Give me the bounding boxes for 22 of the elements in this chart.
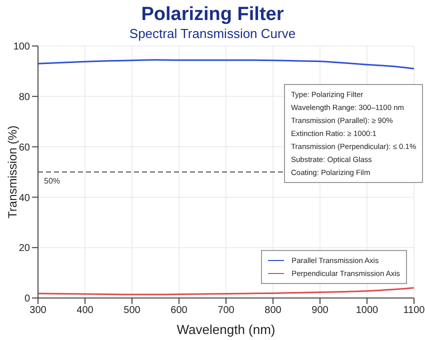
- x-tick-label: 700: [218, 305, 235, 316]
- line-series: [38, 59, 414, 70]
- x-axis-title: Wavelength (nm): [176, 322, 276, 337]
- x-tick-label: 400: [76, 305, 94, 316]
- x-tick-label: 800: [264, 305, 282, 316]
- x-tick-label: 1000: [356, 305, 379, 316]
- x-tick-label: 1100: [403, 305, 425, 316]
- x-tick-label: 600: [170, 305, 188, 316]
- y-tick-label: 40: [18, 192, 30, 204]
- chart-subtitle: Spectral Transmission Curve: [128, 26, 297, 42]
- x-tick-label: 300: [30, 305, 47, 316]
- x-tick-label: 500: [124, 305, 141, 316]
- y-tick-label: 80: [18, 92, 30, 103]
- y-tick-label: 0: [24, 294, 30, 305]
- y-tick-label: 100: [13, 42, 30, 53]
- ref-line-label: 50%: [44, 176, 60, 186]
- chart-title: Polarizing Filter: [140, 3, 285, 26]
- y-tick-label: 60: [18, 142, 30, 154]
- x-tick-label: 900: [312, 305, 329, 316]
- line-series: [38, 287, 414, 296]
- y-tick-label: 20: [18, 243, 30, 254]
- y-axis-title: Transmission (%): [5, 126, 20, 218]
